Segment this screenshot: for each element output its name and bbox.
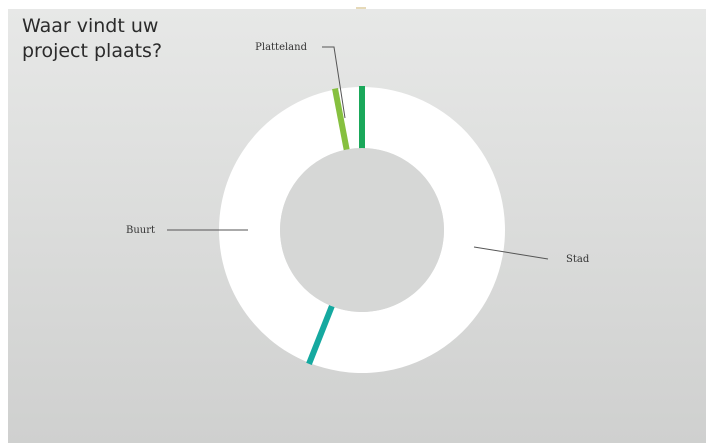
leader-line-platteland	[322, 46, 346, 119]
leader-line-stad	[473, 246, 549, 260]
decorative-tick	[356, 7, 366, 9]
slice-separator	[306, 304, 335, 365]
slice-buurt	[219, 89, 347, 363]
slice-separator	[332, 87, 350, 151]
slice-label-platteland: Platteland	[255, 42, 307, 53]
slice-platteland	[335, 87, 362, 150]
slice-label-buurt: Buurt	[126, 225, 155, 236]
slice-label-stad: Stad	[566, 254, 590, 265]
donut-hole	[280, 148, 444, 312]
chart-title: Waar vindt uw project plaats?	[22, 15, 163, 62]
slice-stad	[309, 87, 505, 373]
